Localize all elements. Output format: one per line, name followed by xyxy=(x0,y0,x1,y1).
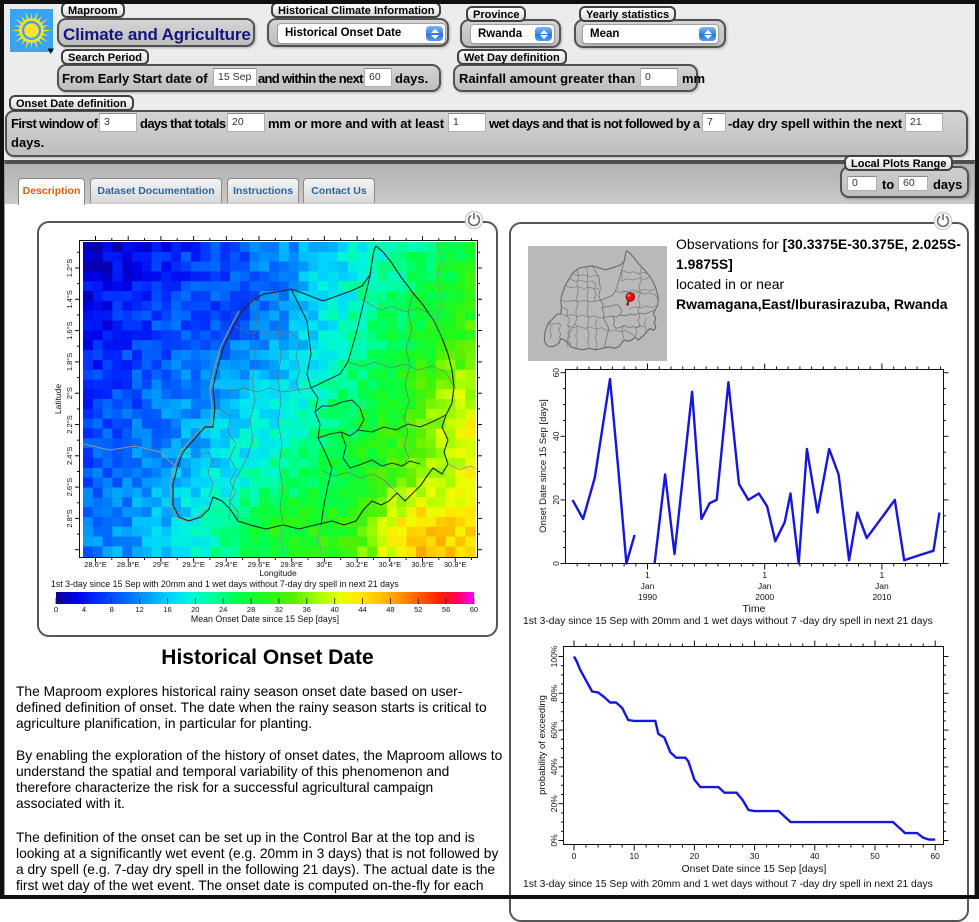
svg-text:28.6°E: 28.6°E xyxy=(84,560,107,569)
svg-text:30.6°E: 30.6°E xyxy=(411,560,434,569)
svg-text:52: 52 xyxy=(414,605,422,614)
svg-text:30.8°E: 30.8°E xyxy=(444,560,467,569)
svg-text:12: 12 xyxy=(135,605,143,614)
svg-text:2.8°S: 2.8°S xyxy=(65,509,74,527)
svg-text:29.4°E: 29.4°E xyxy=(215,560,238,569)
svg-text:29.8°E: 29.8°E xyxy=(280,560,303,569)
svg-text:28.8°E: 28.8°E xyxy=(117,560,140,569)
svg-text:2.6°S: 2.6°S xyxy=(65,478,74,496)
svg-text:24: 24 xyxy=(219,605,227,614)
svg-text:16: 16 xyxy=(163,605,171,614)
svg-text:Longitude: Longitude xyxy=(259,568,297,578)
svg-text:100%: 100% xyxy=(549,645,559,667)
svg-text:1: 1 xyxy=(880,570,885,580)
svg-text:1.4°S: 1.4°S xyxy=(65,290,74,308)
svg-text:1: 1 xyxy=(645,570,650,580)
svg-text:0: 0 xyxy=(54,605,58,614)
svg-text:30°E: 30°E xyxy=(316,560,332,569)
svg-text:2.2°S: 2.2°S xyxy=(65,415,74,433)
svg-text:2010: 2010 xyxy=(872,592,891,602)
svg-text:48: 48 xyxy=(386,605,394,614)
svg-text:Mean Onset Date since 15 Sep [: Mean Onset Date since 15 Sep [days] xyxy=(191,614,339,624)
svg-text:Latitude: Latitude xyxy=(53,384,63,415)
svg-text:1st 3-day since 15 Sep with 20: 1st 3-day since 15 Sep with 20mm and 1 w… xyxy=(523,616,933,627)
svg-text:20: 20 xyxy=(191,605,199,614)
svg-text:Onset Date since 15 Sep [days]: Onset Date since 15 Sep [days] xyxy=(538,399,549,533)
svg-text:29°E: 29°E xyxy=(153,560,169,569)
svg-text:1.2°S: 1.2°S xyxy=(65,259,74,277)
svg-text:1.8°S: 1.8°S xyxy=(65,353,74,371)
svg-text:40: 40 xyxy=(810,851,820,861)
svg-text:29.2°E: 29.2°E xyxy=(182,560,205,569)
svg-text:20: 20 xyxy=(690,851,700,861)
svg-text:1st 3-day since 15 Sep with 20: 1st 3-day since 15 Sep with 20mm and 1 w… xyxy=(51,579,399,589)
svg-text:28: 28 xyxy=(247,605,255,614)
svg-text:Onset Date since 15 Sep [days]: Onset Date since 15 Sep [days] xyxy=(682,864,827,875)
svg-text:2°S: 2°S xyxy=(65,387,74,399)
svg-text:36: 36 xyxy=(303,605,311,614)
svg-text:60%: 60% xyxy=(549,721,559,738)
svg-text:80%: 80% xyxy=(549,684,559,701)
svg-text:44: 44 xyxy=(358,605,366,614)
svg-text:40%: 40% xyxy=(549,758,559,775)
svg-text:1.6°S: 1.6°S xyxy=(65,321,74,339)
svg-text:56: 56 xyxy=(442,605,450,614)
svg-text:60: 60 xyxy=(930,851,940,861)
svg-text:8: 8 xyxy=(110,605,114,614)
svg-text:40: 40 xyxy=(551,431,561,441)
svg-text:2000: 2000 xyxy=(755,592,774,602)
svg-text:Time: Time xyxy=(743,603,766,615)
svg-text:30.4°E: 30.4°E xyxy=(378,560,401,569)
svg-text:30.2°E: 30.2°E xyxy=(346,560,369,569)
svg-text:20%: 20% xyxy=(549,795,559,812)
svg-text:4: 4 xyxy=(82,605,86,614)
svg-text:0%: 0% xyxy=(549,834,559,847)
svg-text:0: 0 xyxy=(551,561,561,566)
svg-text:30: 30 xyxy=(750,851,760,861)
svg-text:32: 32 xyxy=(275,605,283,614)
svg-text:60: 60 xyxy=(470,605,478,614)
svg-text:60: 60 xyxy=(551,368,561,378)
svg-text:40: 40 xyxy=(331,605,339,614)
svg-text:Jan: Jan xyxy=(875,581,889,591)
svg-text:Jan: Jan xyxy=(758,581,772,591)
svg-text:10: 10 xyxy=(629,851,639,861)
svg-text:probability of exceeding: probability of exceeding xyxy=(537,695,548,795)
svg-text:1st 3-day since 15 Sep with 20: 1st 3-day since 15 Sep with 20mm and 1 w… xyxy=(523,879,933,890)
svg-text:20: 20 xyxy=(551,495,561,505)
svg-text:1: 1 xyxy=(762,570,767,580)
svg-text:1990: 1990 xyxy=(638,592,657,602)
svg-text:2.4°S: 2.4°S xyxy=(65,447,74,465)
svg-text:50: 50 xyxy=(870,851,880,861)
svg-text:0: 0 xyxy=(572,851,577,861)
svg-text:Jan: Jan xyxy=(641,581,655,591)
svg-text:29.6°E: 29.6°E xyxy=(248,560,271,569)
